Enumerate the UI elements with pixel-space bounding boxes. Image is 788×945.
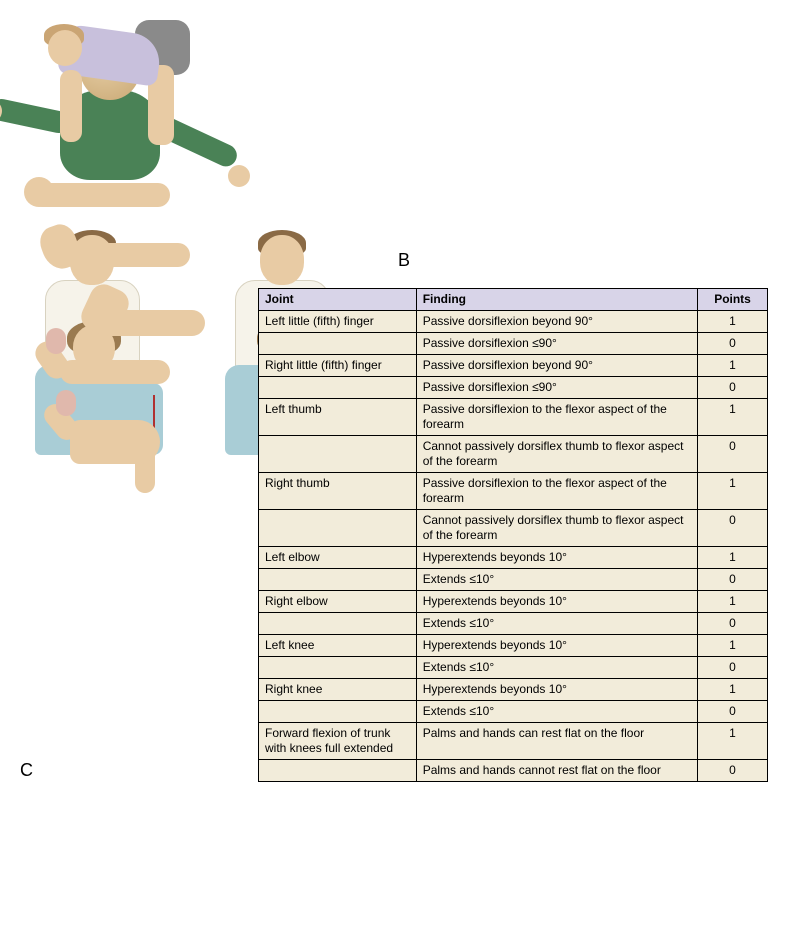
cell-finding: Passive dorsiflexion to the flexor aspec… [416,399,697,436]
table-row: Left thumbPassive dorsiflexion to the fl… [259,399,768,436]
table-row: Cannot passively dorsiflex thumb to flex… [259,510,768,547]
cell-points: 1 [698,547,768,569]
cell-points: 1 [698,473,768,510]
panel-label-c: C [20,760,33,781]
cell-finding: Extends ≤10° [416,613,697,635]
cell-finding: Extends ≤10° [416,569,697,591]
table-row: Left elbowHyperextends beyonds 10°1 [259,547,768,569]
table-row: Cannot passively dorsiflex thumb to flex… [259,436,768,473]
cell-points: 1 [698,635,768,657]
cell-joint [259,510,417,547]
cell-points: 0 [698,701,768,723]
cell-points: 0 [698,613,768,635]
cell-joint [259,333,417,355]
cell-joint [259,569,417,591]
cell-finding: Extends ≤10° [416,701,697,723]
cell-joint [259,613,417,635]
cell-joint [259,377,417,399]
cell-joint: Right little (fifth) finger [259,355,417,377]
beighton-score-table: Joint Finding Points Left little (fifth)… [258,288,768,782]
cell-finding: Hyperextends beyonds 10° [416,679,697,701]
cell-joint [259,701,417,723]
illustration-c [0,475,220,945]
cell-joint: Right thumb [259,473,417,510]
cell-finding: Passive dorsiflexion ≤90° [416,377,697,399]
cell-points: 1 [698,355,768,377]
cell-finding: Passive dorsiflexion ≤90° [416,333,697,355]
cell-joint: Left knee [259,635,417,657]
table-row: Extends ≤10°0 [259,569,768,591]
cell-points: 1 [698,311,768,333]
table-row: Palms and hands cannot rest flat on the … [259,760,768,782]
cell-points: 0 [698,657,768,679]
cell-joint [259,657,417,679]
cell-joint [259,436,417,473]
cell-joint: Forward flexion of trunk with knees full… [259,723,417,760]
cell-points: 0 [698,377,768,399]
table-row: Right thumbPassive dorsiflexion to the f… [259,473,768,510]
cell-joint: Left little (fifth) finger [259,311,417,333]
cell-points: 1 [698,679,768,701]
table-row: Right kneeHyperextends beyonds 10°1 [259,679,768,701]
cell-points: 1 [698,399,768,436]
cell-finding: Hyperextends beyonds 10° [416,635,697,657]
cell-finding: Passive dorsiflexion beyond 90° [416,311,697,333]
cell-joint: Right knee [259,679,417,701]
table-row: Passive dorsiflexion ≤90°0 [259,377,768,399]
cell-finding: Passive dorsiflexion to the flexor aspec… [416,473,697,510]
table-row: Extends ≤10°0 [259,657,768,679]
col-header-joint: Joint [259,289,417,311]
cell-finding: Passive dorsiflexion beyond 90° [416,355,697,377]
cell-points: 0 [698,760,768,782]
cell-finding: Palms and hands cannot rest flat on the … [416,760,697,782]
cell-finding: Cannot passively dorsiflex thumb to flex… [416,510,697,547]
col-header-finding: Finding [416,289,697,311]
cell-joint: Left thumb [259,399,417,436]
cell-finding: Extends ≤10° [416,657,697,679]
cell-finding: Palms and hands can rest flat on the flo… [416,723,697,760]
table-row: Left kneeHyperextends beyonds 10°1 [259,635,768,657]
table-row: Left little (fifth) fingerPassive dorsif… [259,311,768,333]
cell-points: 0 [698,510,768,547]
cell-joint [259,760,417,782]
cell-points: 1 [698,591,768,613]
cell-joint: Left elbow [259,547,417,569]
col-header-points: Points [698,289,768,311]
table-row: Extends ≤10°0 [259,701,768,723]
panel-label-b: B [398,250,410,271]
table-row: Passive dorsiflexion ≤90°0 [259,333,768,355]
cell-finding: Hyperextends beyonds 10° [416,547,697,569]
table-row: Extends ≤10°0 [259,613,768,635]
cell-points: 1 [698,723,768,760]
table-header-row: Joint Finding Points [259,289,768,311]
cell-points: 0 [698,569,768,591]
cell-finding: Hyperextends beyonds 10° [416,591,697,613]
cell-points: 0 [698,436,768,473]
table-row: Right elbowHyperextends beyonds 10°1 [259,591,768,613]
cell-joint: Right elbow [259,591,417,613]
cell-finding: Cannot passively dorsiflex thumb to flex… [416,436,697,473]
cell-points: 0 [698,333,768,355]
table-row: Right little (fifth) fingerPassive dorsi… [259,355,768,377]
table-row: Forward flexion of trunk with knees full… [259,723,768,760]
